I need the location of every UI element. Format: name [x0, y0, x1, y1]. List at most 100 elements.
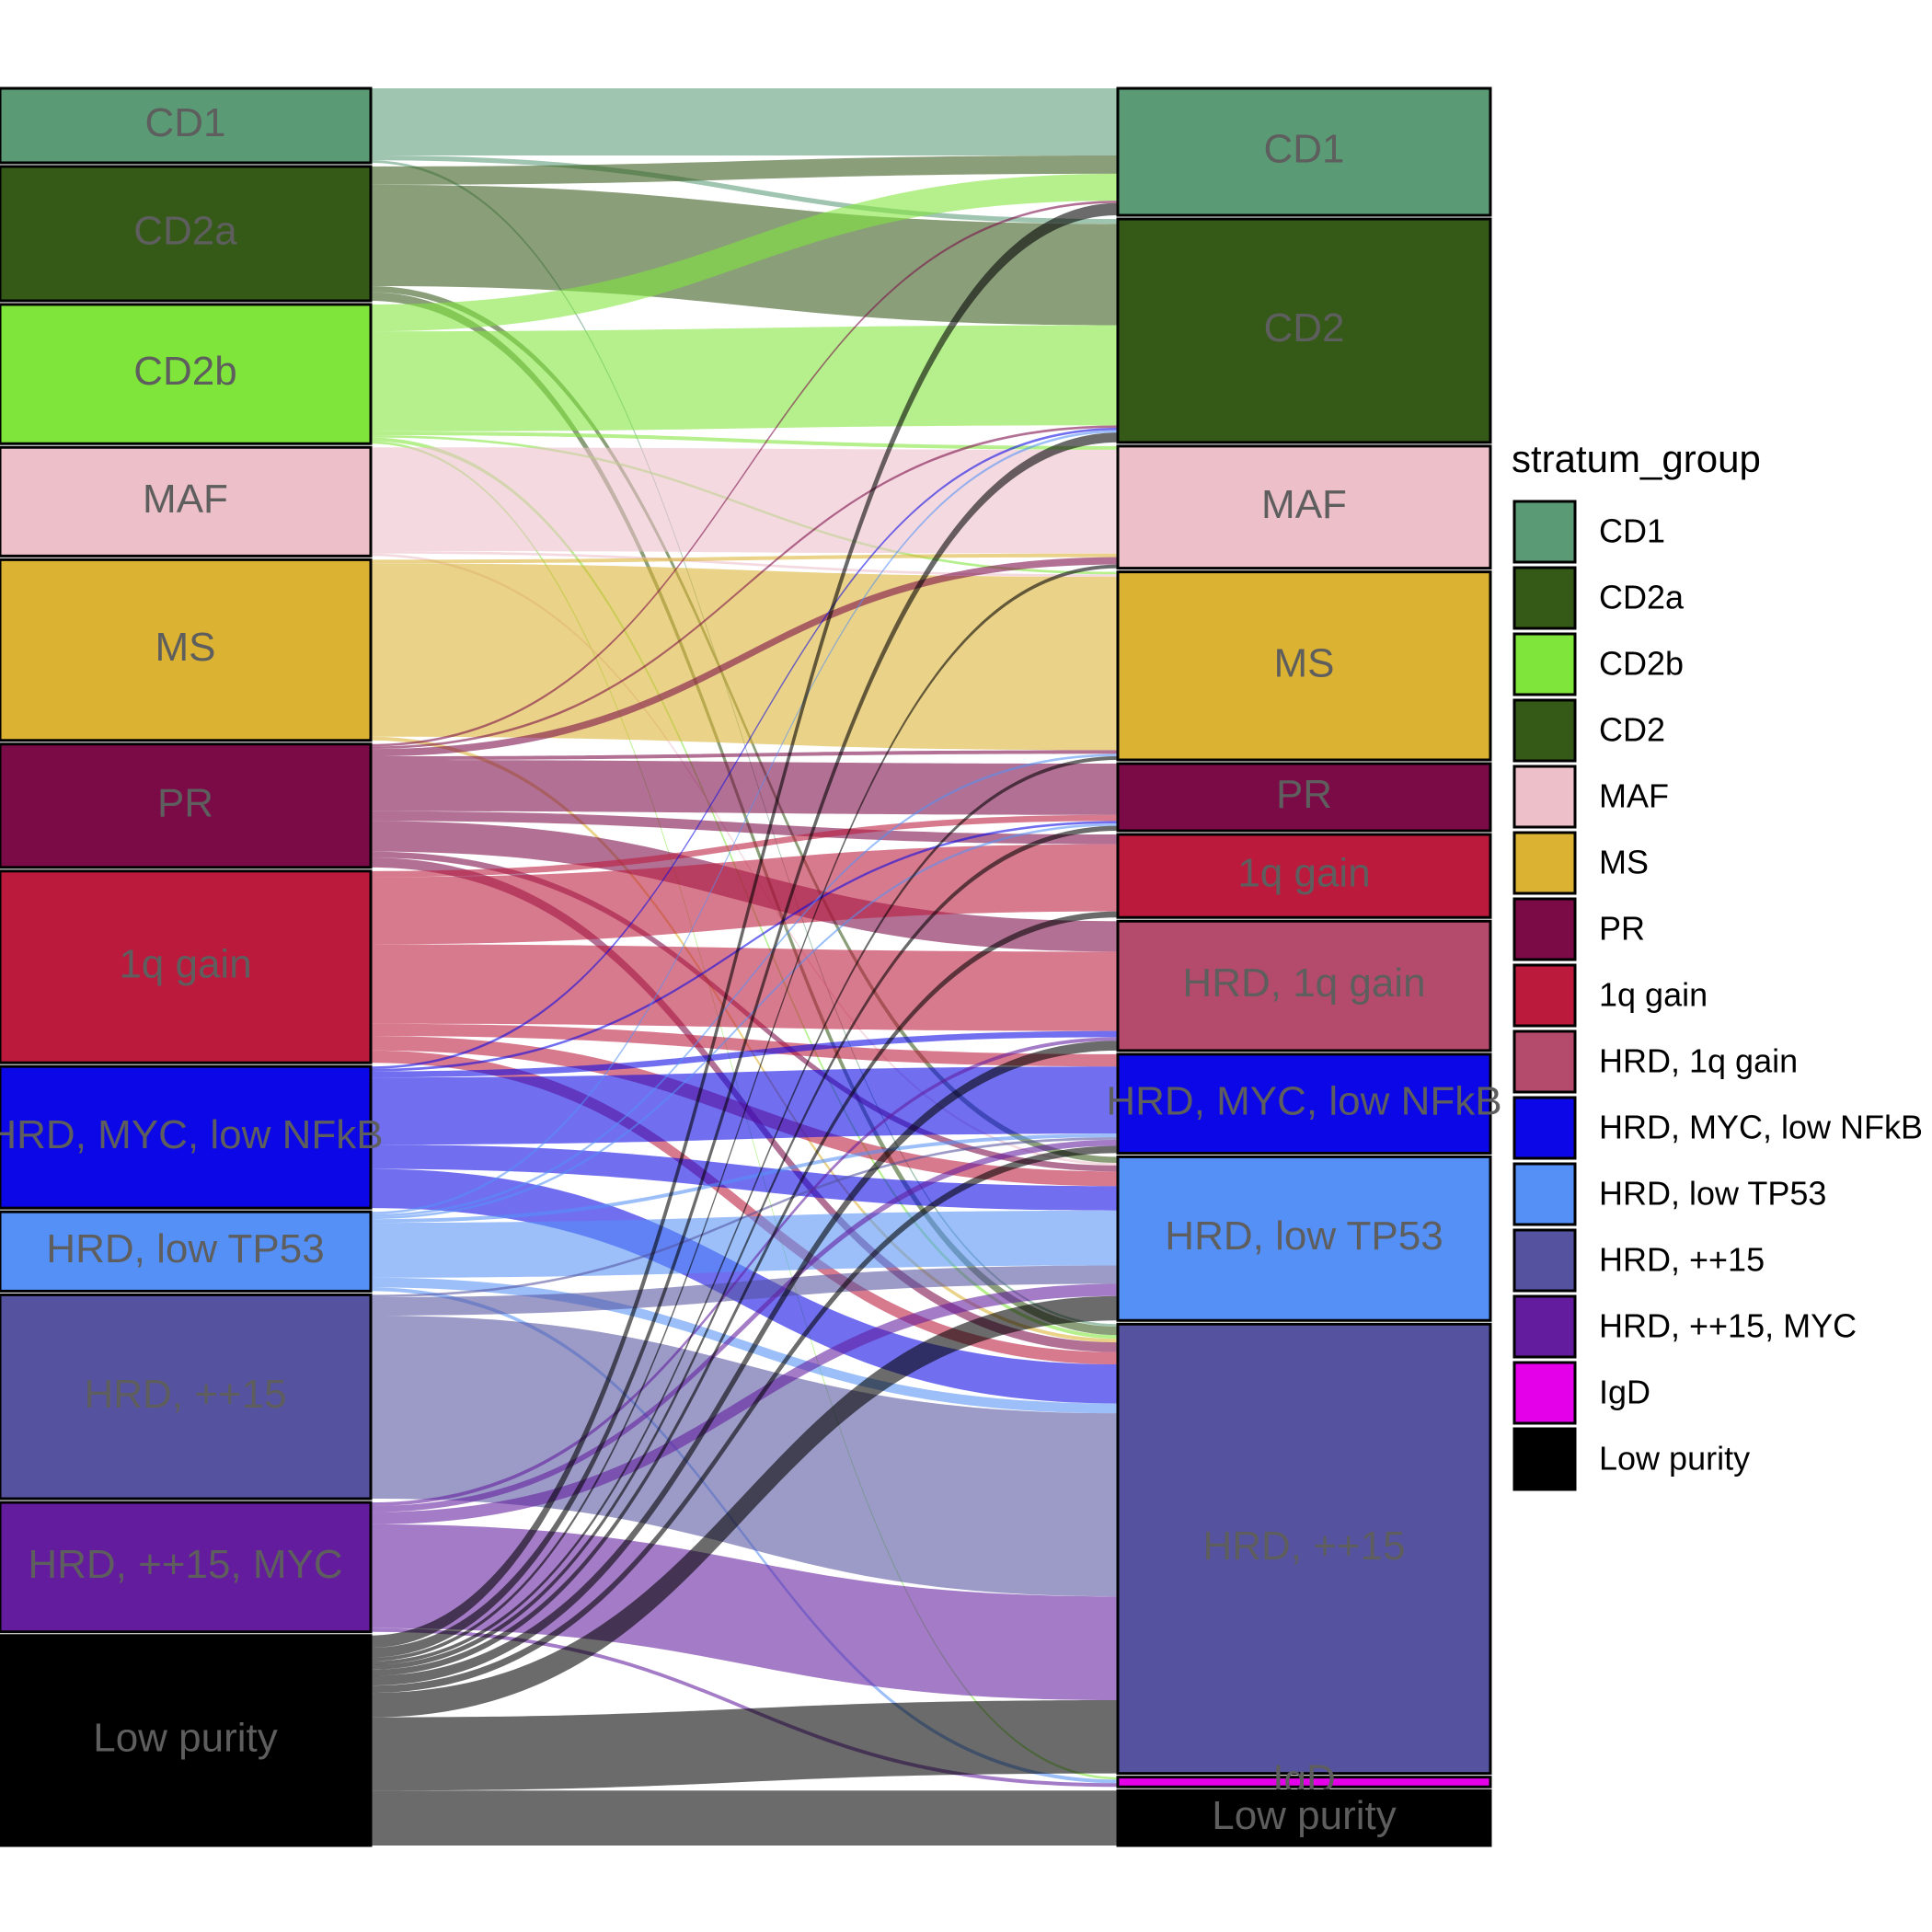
stratum [1116, 86, 1492, 217]
flow [371, 1137, 1118, 1298]
stratum [0, 303, 373, 445]
flow [371, 432, 1118, 1658]
legend-swatch [1512, 1427, 1577, 1491]
flow [371, 1037, 1118, 1507]
flow [371, 325, 1118, 431]
stratum-label: HRD, ++15 [84, 1372, 286, 1417]
flow [371, 821, 1118, 1072]
stratum [0, 1634, 373, 1847]
legend-label: CD2 [1599, 711, 1665, 749]
legend-swatch [1512, 1361, 1577, 1425]
flow [371, 88, 1118, 155]
stratum-label: Low purity [1212, 1793, 1397, 1838]
flow [371, 201, 1118, 747]
legend-label: HRD, ++15, MYC [1599, 1307, 1857, 1345]
flow [371, 160, 1118, 1327]
stratum [0, 86, 373, 165]
stratum-label: HRD, ++15 [1202, 1524, 1405, 1569]
flow [371, 173, 1118, 332]
legend-label: MS [1599, 844, 1649, 881]
flow [371, 911, 1118, 1676]
legend-swatch [1512, 897, 1577, 961]
legend-label: Low purity [1599, 1440, 1750, 1478]
legend-swatch [1512, 831, 1577, 895]
stratum [0, 742, 373, 869]
legend-swatch [1512, 963, 1577, 1028]
flow [371, 427, 1118, 1069]
stratum [1116, 217, 1492, 444]
stratum-label: HRD, 1q gain [1182, 960, 1425, 1006]
stratum [1116, 444, 1492, 570]
flow [371, 564, 1118, 1662]
legend-label: CD2a [1599, 579, 1685, 616]
stratum [0, 165, 373, 303]
stratum [1116, 1052, 1492, 1155]
stratum-label: CD2 [1263, 305, 1344, 351]
stratum-label: HRD, MYC, low NFkB [1106, 1078, 1501, 1123]
legend: stratum_group CD1 CD2a CD2b CD2 MAF MS PR 1q ga… [1512, 437, 1923, 1491]
legend-swatch [1512, 1228, 1577, 1293]
stratum-label: PR [1276, 772, 1332, 817]
stratum-label: CD1 [144, 100, 225, 145]
legend-swatch [1512, 765, 1577, 829]
legend-label: CD1 [1599, 512, 1665, 550]
stratum-label: MAF [143, 477, 228, 522]
stratum [0, 1210, 373, 1293]
legend-label: HRD, ++15 [1599, 1241, 1765, 1279]
stratum [1116, 833, 1492, 919]
stratum [0, 869, 373, 1064]
legend-label: HRD, 1q gain [1599, 1042, 1798, 1080]
flow [371, 155, 1118, 185]
stratum-label: HRD, ++15, MYC [28, 1542, 342, 1587]
flow [371, 1277, 1118, 1414]
flow [371, 553, 1118, 564]
flows [371, 88, 1118, 1846]
stratum-label: CD2a [133, 209, 237, 254]
flow [371, 1700, 1118, 1791]
stratum [0, 1293, 373, 1501]
flow [371, 760, 1118, 815]
legend-title: stratum_group [1512, 437, 1761, 480]
flow [371, 553, 1118, 1166]
stratum [1116, 1776, 1492, 1788]
flow [371, 1627, 1118, 1788]
stratum-label: PR [157, 780, 213, 825]
legend-label: PR [1599, 910, 1645, 948]
stratum-label: MAF [1261, 482, 1347, 527]
stratum-label: HRD, low TP53 [1165, 1213, 1443, 1259]
stratum-label: 1q gain [1237, 851, 1370, 896]
flow [371, 447, 1118, 554]
stratum-label: MS [1274, 640, 1335, 685]
stratum-label: CD2b [133, 349, 237, 394]
flow [371, 557, 1118, 757]
flow [371, 1066, 1118, 1145]
legend-label: 1q gain [1599, 976, 1708, 1014]
stratum-label: HRD, MYC, low NFkB [0, 1112, 384, 1157]
stratum [1116, 919, 1492, 1052]
stratum [1116, 762, 1492, 833]
flow [371, 753, 1118, 1217]
flow [371, 1030, 1118, 1078]
legend-swatch [1512, 1294, 1577, 1359]
flow [371, 431, 1118, 450]
stratum [1116, 1788, 1492, 1847]
stratum-label: HRD, low TP53 [46, 1226, 324, 1271]
flow [371, 944, 1118, 1031]
flow [371, 1145, 1118, 1694]
flow [371, 292, 1118, 1336]
stratum [0, 558, 373, 742]
flow [371, 814, 1118, 878]
flow [371, 750, 1118, 761]
flow [371, 1139, 1118, 1512]
legend-swatch [1512, 1096, 1577, 1160]
legend-label: CD2b [1599, 645, 1684, 683]
stratum [1116, 1155, 1492, 1322]
strata: CD1 CD2a CD2b MAF MS PR 1q gain HRD, MYC, low N… [0, 86, 1502, 1847]
legend-swatch [1512, 566, 1577, 630]
stratum-label: 1q gain [119, 942, 251, 987]
flow [371, 1283, 1118, 1524]
stratum-label: MS [155, 625, 216, 670]
flow [371, 155, 1118, 224]
flow [371, 1315, 1118, 1597]
